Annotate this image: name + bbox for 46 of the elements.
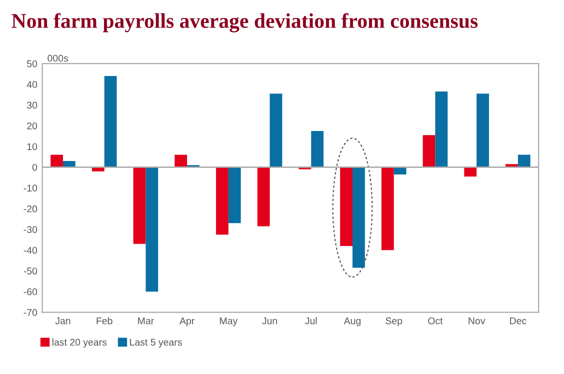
bar [257, 167, 270, 226]
x-tick-label: Aug [344, 318, 361, 326]
x-tick-label: Apr [180, 318, 194, 326]
y-tick-label: -30 [24, 226, 38, 234]
y-tick-label: 20 [27, 122, 38, 130]
x-tick-label: Feb [96, 317, 112, 324]
y-tick-label: 10 [27, 143, 38, 150]
x-tick-label: Dec [510, 318, 526, 324]
x-tick-label: Oct [428, 317, 443, 324]
bar [422, 135, 436, 168]
bar [270, 94, 282, 168]
y-tick-label: 50 [27, 60, 38, 68]
chart-title: Non farm payrolls average deviation from consensus [12, 13, 478, 32]
y-axis-title: 000s [48, 54, 68, 62]
bar [311, 130, 324, 168]
bar [174, 154, 188, 168]
x-tick-label: Jan [55, 318, 70, 324]
bar [518, 154, 530, 168]
x-tick-label: Jul [305, 317, 317, 324]
bar [381, 167, 394, 250]
bar [104, 76, 117, 168]
bar [216, 167, 228, 235]
y-tick-label: 40 [26, 81, 38, 88]
bar [50, 154, 63, 168]
bar [146, 167, 158, 292]
y-tick-label: -70 [24, 309, 38, 316]
x-tick-label: Mar [138, 318, 154, 324]
y-tick-label: -10 [24, 184, 38, 192]
legend-label: last 20 years [52, 338, 107, 348]
y-tick-label: -60 [24, 288, 38, 296]
x-tick-label: Nov [468, 318, 486, 324]
x-tick-label: May [220, 318, 238, 326]
bar [340, 167, 352, 246]
bar [476, 94, 489, 168]
y-tick-label: 0 [32, 164, 38, 171]
bar [435, 92, 448, 168]
x-tick-label: Sep [386, 317, 402, 326]
bar [352, 167, 365, 268]
y-tick-label: -50 [24, 268, 38, 274]
bar [228, 167, 241, 224]
legend-label: Last 5 years [130, 338, 182, 348]
bar [133, 167, 146, 244]
x-tick-label: Jun [262, 318, 277, 324]
y-tick-label: -40 [24, 246, 38, 254]
y-tick-label: 30 [26, 102, 38, 109]
y-tick-label: -20 [24, 205, 38, 212]
